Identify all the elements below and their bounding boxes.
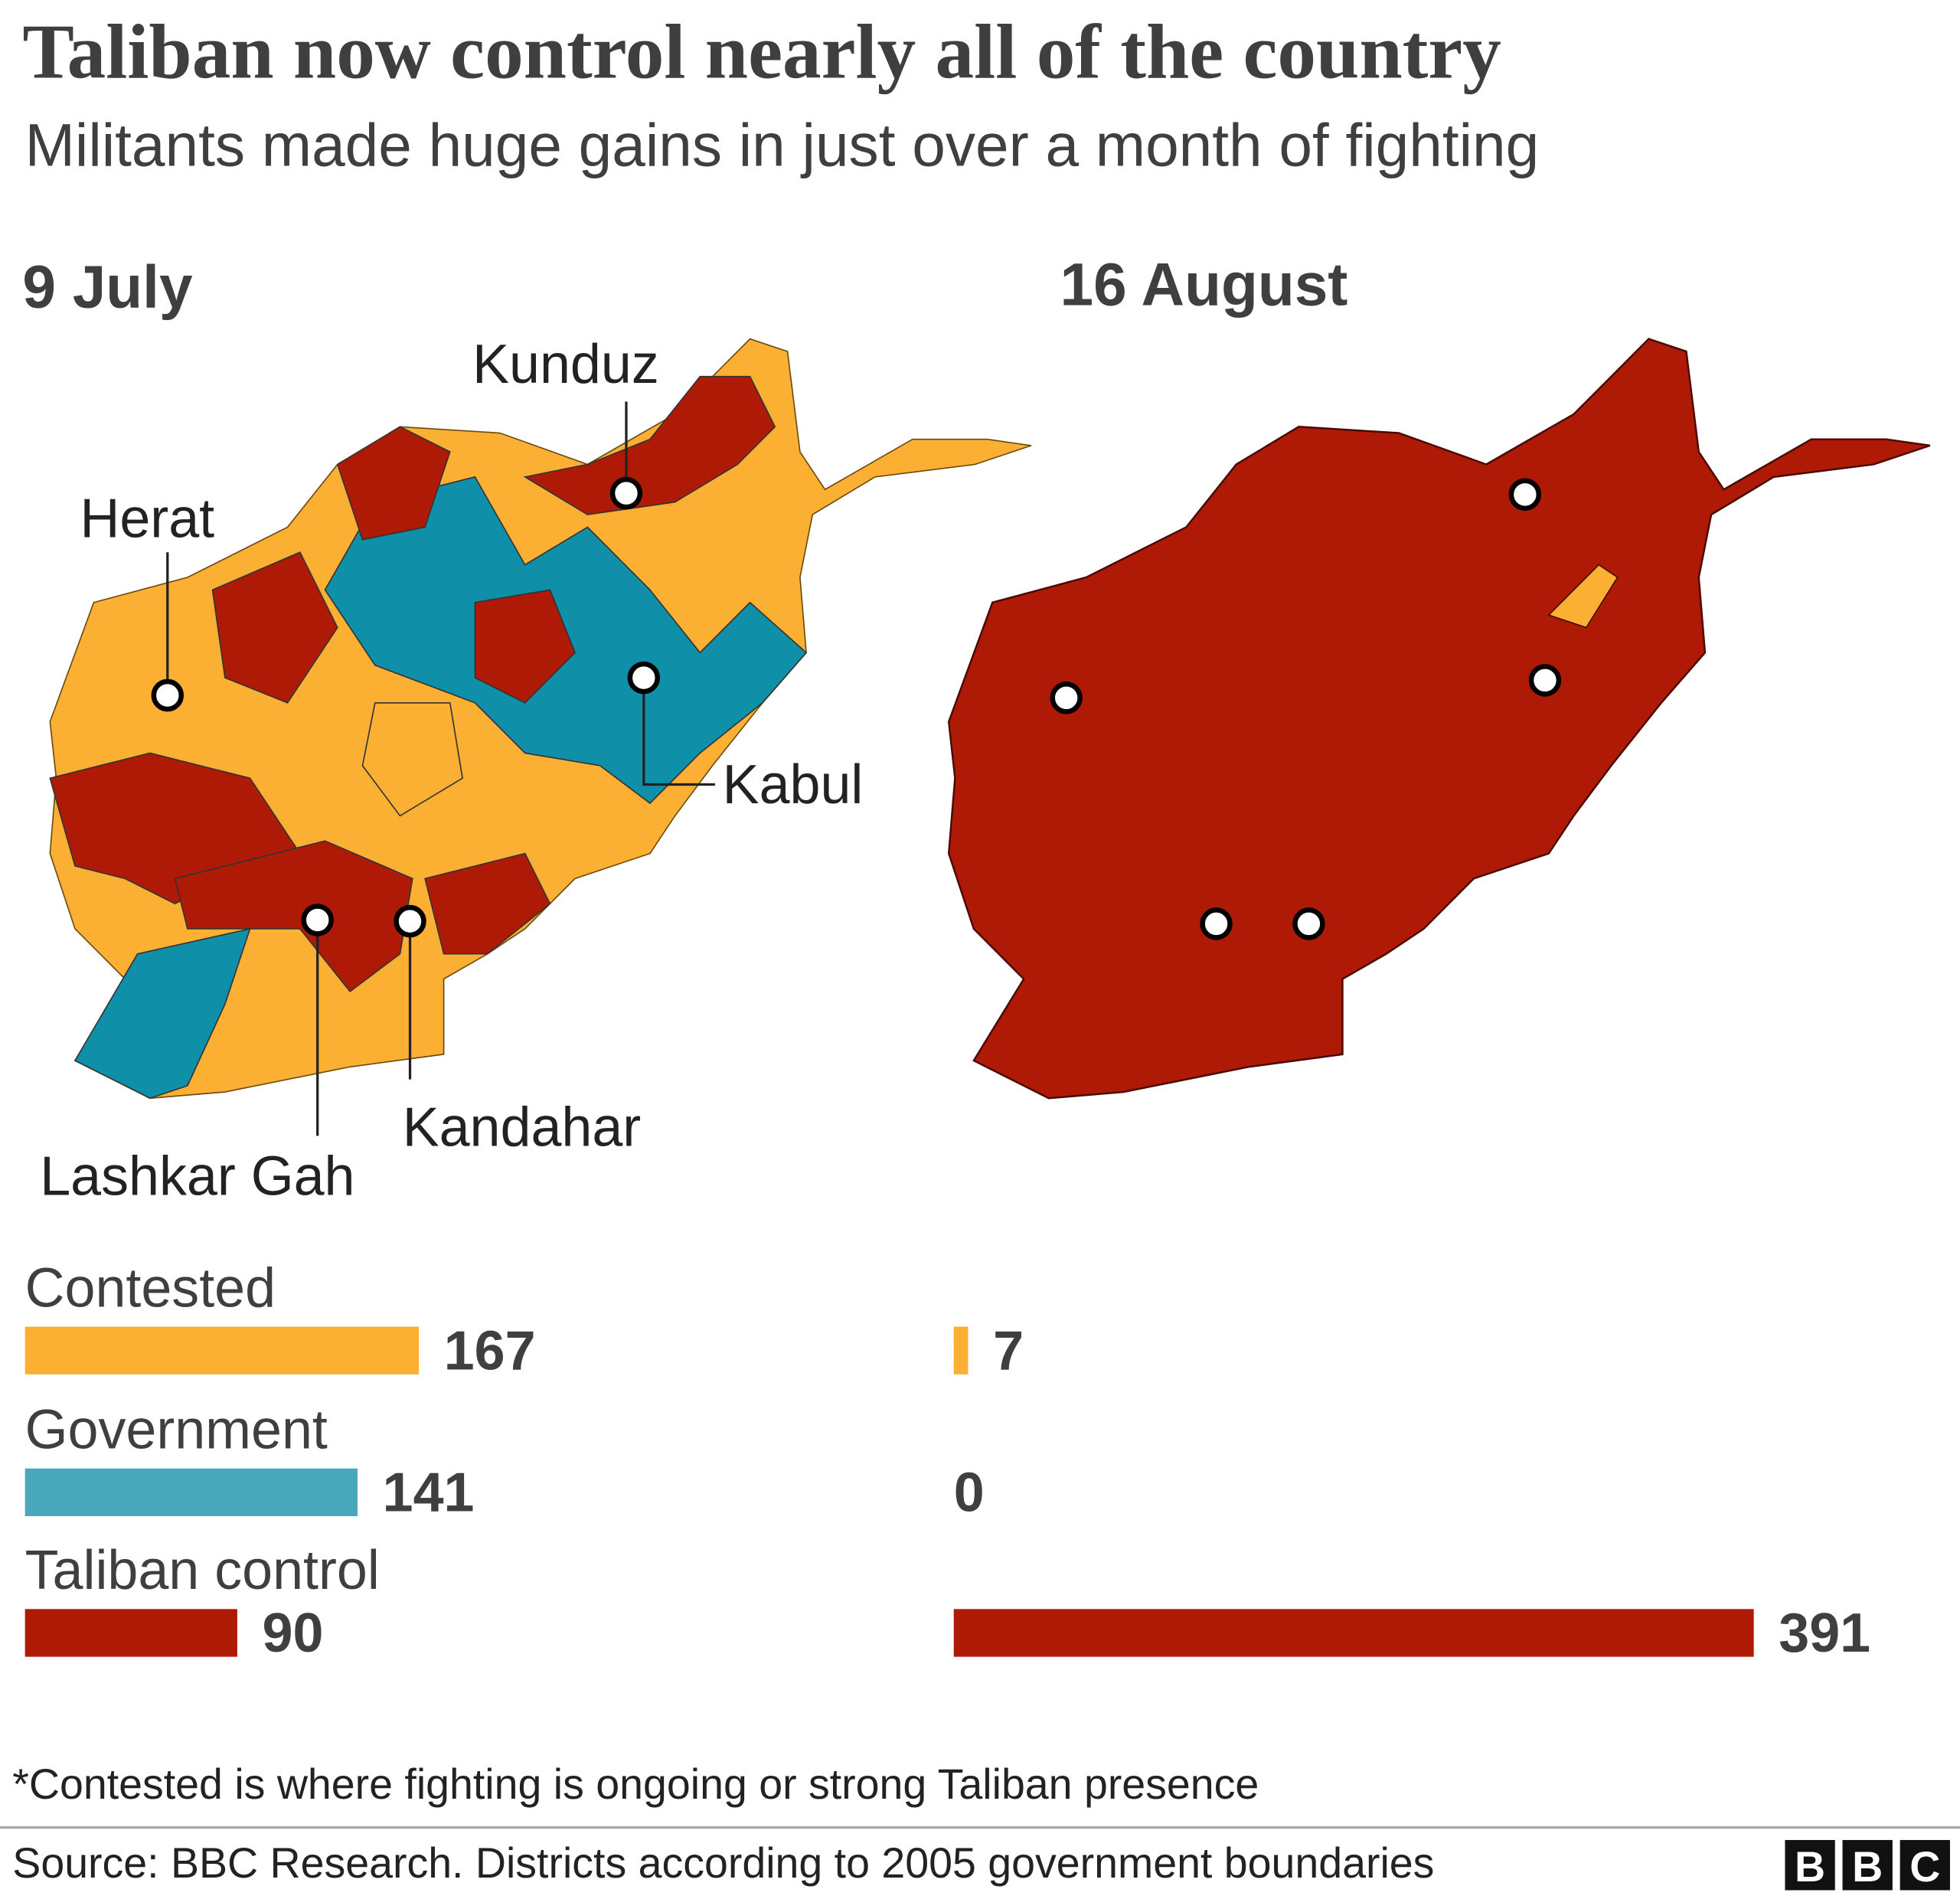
value-label: 167 bbox=[444, 1320, 536, 1381]
panel-title: 16 August bbox=[1060, 250, 1348, 318]
category-label: Contested bbox=[25, 1257, 276, 1319]
logo-letter: B bbox=[1795, 1843, 1825, 1891]
city-label: Lashkar Gah bbox=[40, 1146, 354, 1207]
subtitle: Militants made huge gains in just over a… bbox=[25, 111, 1540, 178]
category-label: Taliban control bbox=[25, 1540, 380, 1601]
logo-box bbox=[1842, 1839, 1893, 1891]
bar bbox=[953, 1326, 969, 1374]
logo-box bbox=[1900, 1839, 1950, 1891]
bar bbox=[24, 1326, 420, 1374]
panel-title: 9 July bbox=[22, 253, 192, 320]
value-label: 90 bbox=[263, 1603, 324, 1664]
map-august bbox=[947, 338, 1932, 1100]
city-label: Herat bbox=[80, 488, 214, 549]
title: Taliban now control nearly all of the co… bbox=[22, 8, 1501, 94]
value-label: 0 bbox=[954, 1462, 985, 1523]
logo-box bbox=[1785, 1839, 1835, 1891]
logo-letter: B bbox=[1852, 1843, 1883, 1891]
bar bbox=[953, 1609, 1754, 1657]
bar bbox=[24, 1609, 237, 1657]
bar bbox=[24, 1468, 358, 1517]
footnote: *Contested is where fighting is ongoing … bbox=[12, 1760, 1259, 1808]
city-label: Kandahar bbox=[403, 1097, 642, 1158]
city-label: Kunduz bbox=[472, 334, 659, 395]
logo-letter: C bbox=[1909, 1843, 1940, 1891]
map-july: Kunduz Herat Kabul Lashkar Gah Kandahar bbox=[40, 334, 1032, 1207]
source: Source: BBC Research. Districts accordin… bbox=[12, 1839, 1434, 1887]
city-label: Kabul bbox=[723, 754, 864, 815]
value-label: 391 bbox=[1779, 1603, 1870, 1664]
category-label: Government bbox=[25, 1399, 328, 1460]
value-label: 141 bbox=[383, 1462, 475, 1523]
value-label: 7 bbox=[993, 1320, 1024, 1381]
